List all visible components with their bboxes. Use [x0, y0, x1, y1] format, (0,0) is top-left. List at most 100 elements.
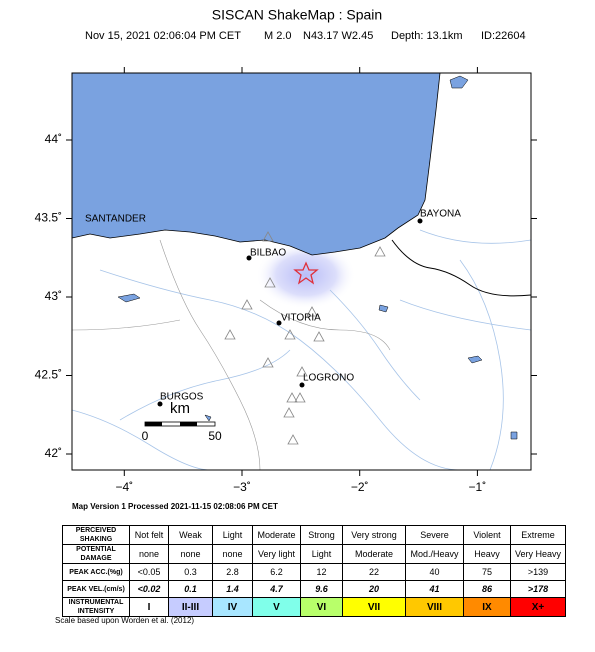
scale-label: 50: [208, 429, 222, 443]
legend-cell: Strong: [300, 525, 343, 545]
borders: [71, 239, 391, 471]
station: [284, 329, 296, 340]
city-dot: [276, 320, 282, 326]
legend-cell: Very strong: [342, 525, 406, 545]
legend-cell: 6.2: [252, 563, 301, 581]
scale-unit: km: [170, 400, 190, 417]
legend-cell: Moderate: [252, 525, 301, 545]
legend-cell: 2.8: [212, 563, 253, 581]
station: [262, 357, 274, 368]
city-label: LOGRONO: [303, 373, 354, 384]
rivers: [71, 229, 532, 471]
city-label: BAYONA: [420, 209, 461, 220]
legend-cell: II-III: [168, 597, 213, 617]
city-label: BILBAO: [250, 248, 286, 259]
row-label: PEAK ACC.(%g): [62, 563, 130, 581]
row-label: PEAK VEL.(cm/s): [62, 580, 130, 598]
station: [262, 231, 274, 242]
lat-tick-label: 44˚: [45, 132, 62, 146]
station: [241, 299, 253, 310]
lat-tick-label: 43.5˚: [35, 211, 62, 225]
epicenter: [293, 261, 319, 285]
legend-cell: VI: [300, 597, 343, 617]
legend-cell: >178: [510, 580, 566, 598]
title: SISCAN ShakeMap : Spain: [212, 7, 382, 23]
city-dot: [246, 255, 252, 261]
scale-label: 0: [142, 429, 149, 443]
legend-cell: none: [212, 544, 253, 564]
date: Nov 15, 2021 02:06:04 PM CET: [85, 30, 241, 42]
legend-cell: 1.4: [212, 580, 253, 598]
city-label: VITORIA: [281, 313, 321, 324]
legend-cell: Weak: [168, 525, 213, 545]
legend-cell: Violent: [463, 525, 511, 545]
map: SISCAN ShakeMap : Spain Nov 15, 2021 02:…: [35, 7, 537, 511]
legend-cell: 0.3: [168, 563, 213, 581]
station: [224, 329, 236, 340]
cities: SANTANDER BILBAO BAYONA VITORIA LOGRONO BURGO…: [85, 209, 461, 407]
station: [287, 434, 299, 445]
legend-cell: none: [129, 544, 169, 564]
legend-cell: 86: [463, 580, 511, 598]
lon-tick-label: −4˚: [115, 480, 133, 494]
stations: [224, 231, 386, 445]
legend-cell: Light: [300, 544, 343, 564]
shaking-area: [256, 241, 356, 309]
national-border: [391, 239, 532, 297]
depth: Depth: 13.1km: [391, 30, 463, 42]
legend-row: PEAK VEL.(cm/s) <0.02 0.1 1.4 4.7 9.6 20 41 86 >1…: [62, 580, 566, 598]
legend-cell: X+: [510, 597, 566, 617]
legend-cell: IX: [463, 597, 511, 617]
scale-bar: km 0 50: [142, 400, 222, 443]
legend-cell: 20: [342, 580, 406, 598]
lat-tick-label: 43˚: [45, 289, 62, 303]
legend-cell: 12: [300, 563, 343, 581]
legend-cell: Severe: [405, 525, 464, 545]
footnote: Scale based upon Worden et al. (2012): [55, 616, 195, 625]
legend-cell: VIII: [405, 597, 464, 617]
magnitude: M 2.0: [264, 30, 292, 42]
legend-cell: Not felt: [129, 525, 169, 545]
legend-cell: <0.05: [129, 563, 169, 581]
legend-cell: VII: [342, 597, 406, 617]
map-frame: [71, 72, 532, 471]
legend-cell: 22: [342, 563, 406, 581]
station: [283, 407, 295, 418]
lon-tick-label: −3˚: [233, 480, 251, 494]
legend-cell: Light: [212, 525, 253, 545]
legend-cell: Very Heavy: [510, 544, 566, 564]
city-dot: [157, 401, 163, 407]
station: [313, 331, 325, 342]
legend-row: POTENTIAL DAMAGE none none none Very light Li…: [62, 544, 566, 564]
station: [294, 392, 306, 403]
station: [374, 246, 386, 257]
legend-cell: Mod./Heavy: [405, 544, 464, 564]
legend-row: INSTRUMENTAL INTENSITY I II-III IV V VI VII VII…: [62, 597, 566, 617]
legend-cell: 4.7: [252, 580, 301, 598]
legend-cell: IV: [212, 597, 253, 617]
lat-tick-label: 42˚: [45, 446, 62, 460]
event-id: ID:22604: [481, 30, 526, 42]
row-label: PERCEIVED SHAKING: [62, 525, 130, 545]
city-label: SANTANDER: [85, 214, 146, 225]
legend-table: PERCEIVED SHAKING Not felt Weak Light Modera…: [62, 525, 566, 617]
legend-cell: <0.02: [129, 580, 169, 598]
legend-cell: 0.1: [168, 580, 213, 598]
lat-tick-label: 42.5˚: [35, 368, 62, 382]
city-label: BURGOS: [160, 392, 204, 403]
city-dot: [299, 382, 305, 388]
legend-cell: 9.6: [300, 580, 343, 598]
legend-cell: 40: [405, 563, 464, 581]
sea: [71, 72, 441, 256]
lon-tick-label: −2˚: [351, 480, 369, 494]
legend-row: PERCEIVED SHAKING Not felt Weak Light Modera…: [62, 525, 566, 545]
row-label: INSTRUMENTAL INTENSITY: [62, 597, 130, 617]
station: [306, 306, 318, 317]
legend-cell: none: [168, 544, 213, 564]
legend-cell: V: [252, 597, 301, 617]
location: N43.17 W2.45: [303, 30, 373, 42]
legend-cell: 75: [463, 563, 511, 581]
legend-cell: Extreme: [510, 525, 566, 545]
legend-cell: Moderate: [342, 544, 406, 564]
